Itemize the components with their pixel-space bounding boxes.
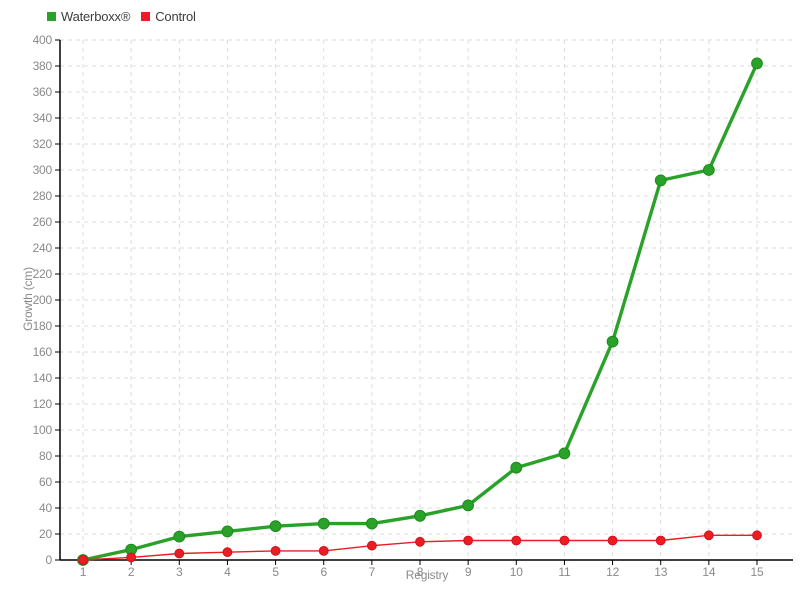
data-point-marker[interactable] xyxy=(654,174,667,187)
y-tick-label: 240 xyxy=(33,241,53,255)
x-tick-label: 3 xyxy=(176,565,183,579)
y-tick-label: 360 xyxy=(33,85,53,99)
x-axis-title: Registry xyxy=(405,568,449,582)
control-legend-label: Control xyxy=(155,9,196,24)
data-point-marker[interactable] xyxy=(317,517,330,530)
y-tick-label: 280 xyxy=(33,189,53,203)
x-tick-label: 2 xyxy=(128,565,135,579)
x-tick-label: 9 xyxy=(465,565,472,579)
data-point-marker[interactable] xyxy=(173,530,186,543)
data-point-marker[interactable] xyxy=(269,520,282,533)
data-point-marker[interactable] xyxy=(414,509,426,522)
x-tick-label: 15 xyxy=(751,565,764,579)
x-tick-label: 5 xyxy=(272,565,279,579)
y-tick-label: 40 xyxy=(39,501,52,515)
data-point-marker[interactable] xyxy=(462,499,475,512)
waterboxx-legend-label: Waterboxx® xyxy=(61,9,131,24)
chart-legend: Waterboxx® Control xyxy=(47,9,196,24)
x-tick-label: 6 xyxy=(320,565,327,579)
y-axis-title: Growth (cm) xyxy=(21,267,35,331)
y-tick-label: 0 xyxy=(46,553,53,567)
x-tick-label: 12 xyxy=(606,565,619,579)
series-control xyxy=(78,530,762,565)
data-point-marker[interactable] xyxy=(510,461,523,474)
data-point-marker[interactable] xyxy=(751,57,763,70)
x-tick-label: 7 xyxy=(369,565,376,579)
x-tick-label: 10 xyxy=(510,565,523,579)
y-tick-label: 160 xyxy=(33,345,53,359)
data-point-marker[interactable] xyxy=(174,548,185,559)
data-point-marker[interactable] xyxy=(655,535,666,546)
data-point-marker[interactable] xyxy=(221,525,234,538)
y-tick-label: 220 xyxy=(33,267,53,281)
y-tick-label: 340 xyxy=(33,111,53,125)
y-tick-label: 300 xyxy=(33,163,53,177)
control-legend-swatch xyxy=(141,12,151,21)
y-tick-label: 200 xyxy=(33,293,53,307)
data-point-marker[interactable] xyxy=(318,546,329,556)
y-tick-label: 260 xyxy=(33,215,53,229)
y-tick-label: 140 xyxy=(33,371,53,385)
y-tick-label: 100 xyxy=(33,423,53,437)
x-tick-label: 8 xyxy=(417,565,424,579)
data-point-marker[interactable] xyxy=(222,547,233,558)
y-tick-label: 320 xyxy=(33,137,53,151)
data-point-marker[interactable] xyxy=(365,517,378,530)
x-tick-label: 14 xyxy=(702,565,715,579)
data-point-marker[interactable] xyxy=(366,540,377,551)
data-point-marker[interactable] xyxy=(270,546,281,556)
y-tick-label: 120 xyxy=(33,397,53,411)
x-tick-label: 1 xyxy=(80,565,87,579)
x-tick-label: 13 xyxy=(654,565,667,579)
data-point-marker[interactable] xyxy=(126,552,137,563)
legend-item-waterboxx[interactable]: Waterboxx® xyxy=(47,9,130,24)
data-point-marker[interactable] xyxy=(703,530,714,541)
data-point-marker[interactable] xyxy=(606,335,619,348)
waterboxx-legend-swatch xyxy=(47,12,56,21)
y-tick-label: 380 xyxy=(33,59,53,73)
data-point-marker[interactable] xyxy=(752,530,762,541)
x-tick-label: 11 xyxy=(558,565,571,579)
data-point-marker[interactable] xyxy=(511,535,522,546)
data-point-marker[interactable] xyxy=(558,447,571,460)
x-tick-label: 4 xyxy=(224,565,231,579)
data-point-marker[interactable] xyxy=(607,535,618,546)
data-point-marker[interactable] xyxy=(415,536,425,547)
data-point-marker[interactable] xyxy=(559,535,570,546)
y-tick-label: 180 xyxy=(33,319,53,333)
data-point-marker[interactable] xyxy=(463,535,474,546)
y-tick-label: 60 xyxy=(39,475,52,489)
series-waterboxx xyxy=(77,57,763,566)
y-tick-label: 80 xyxy=(39,449,52,463)
data-point-marker[interactable] xyxy=(702,164,715,176)
data-point-marker[interactable] xyxy=(78,555,88,565)
y-tick-label: 20 xyxy=(39,527,52,541)
legend-item-control[interactable]: Control xyxy=(141,9,196,24)
y-tick-label: 400 xyxy=(33,33,53,47)
